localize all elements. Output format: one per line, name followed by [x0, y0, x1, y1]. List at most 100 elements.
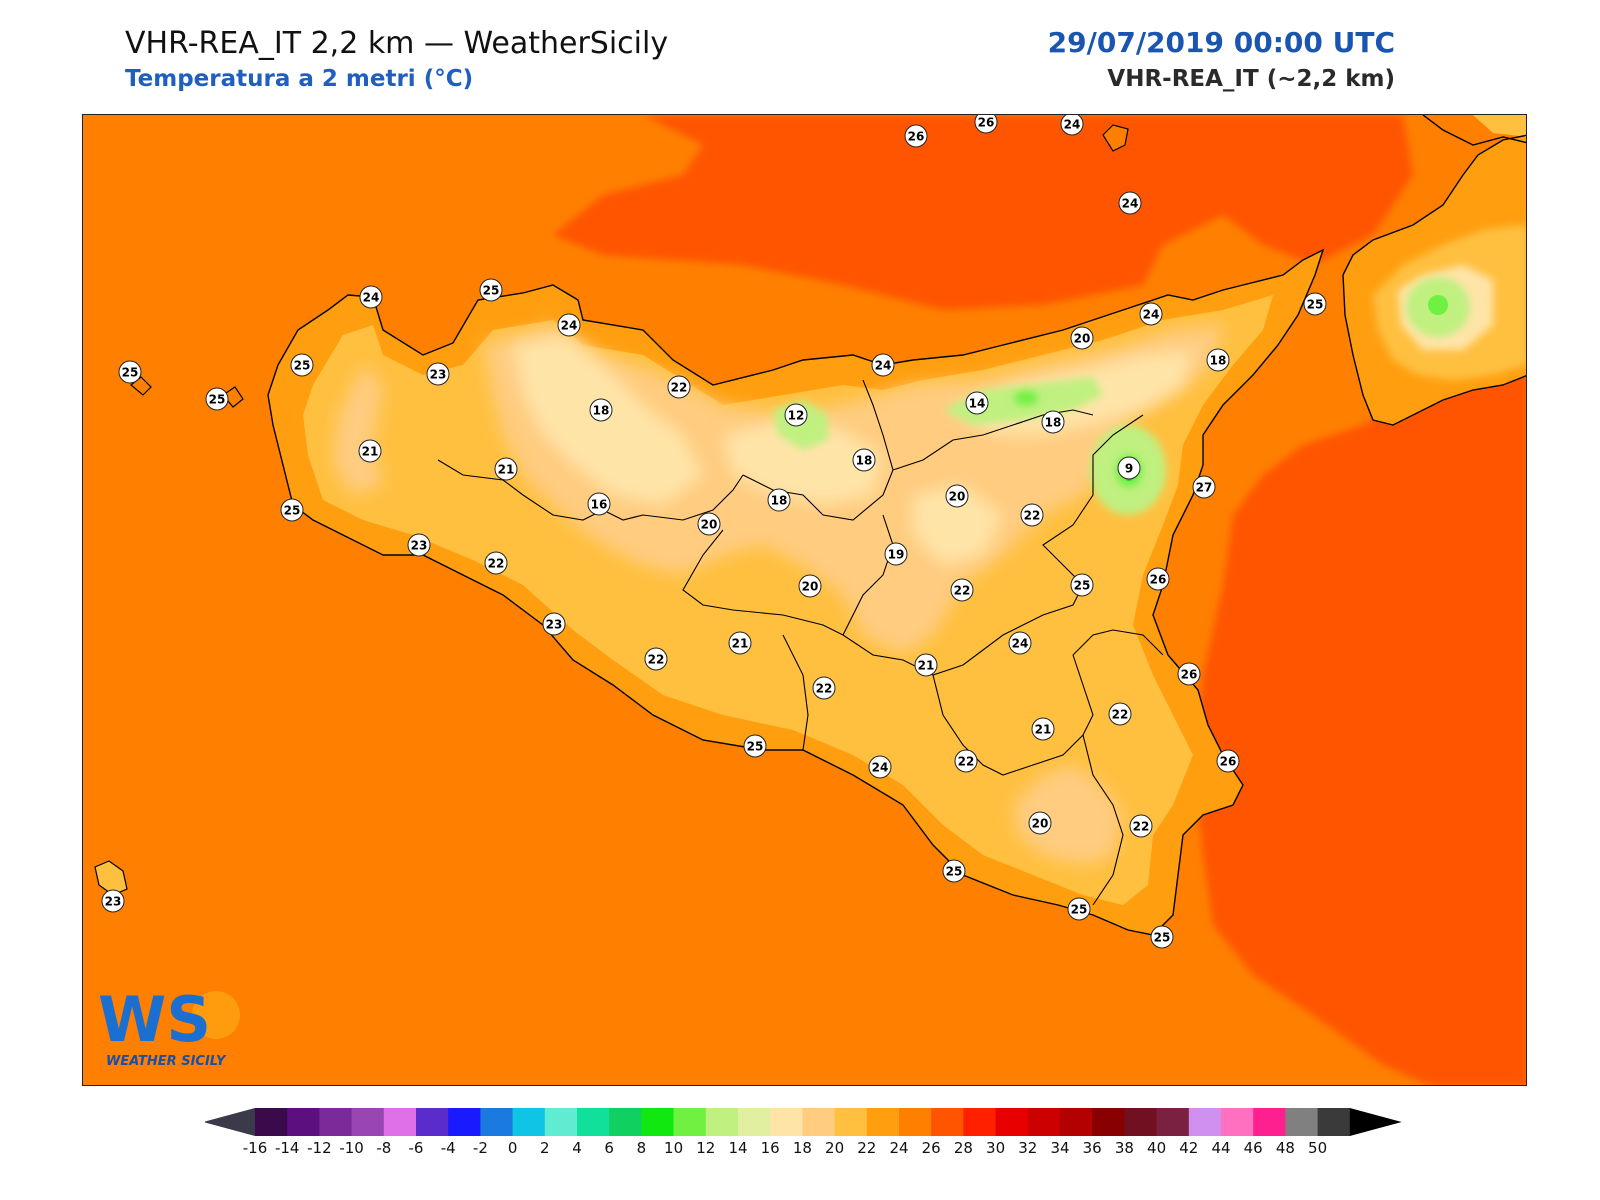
colorbar-tick-label: 26: [922, 1139, 941, 1157]
station-marker: 22: [1108, 702, 1132, 726]
colorbar-segment: [1124, 1108, 1158, 1136]
station-marker: 21: [914, 653, 938, 677]
colorbar-tick-label: -12: [307, 1139, 332, 1157]
station-circle: [728, 631, 752, 655]
station-value: 22: [648, 653, 665, 667]
station-value: 23: [411, 539, 428, 553]
station-marker: 20: [697, 512, 721, 536]
colorbar-segment: [738, 1108, 771, 1136]
colorbar-tick-label: -6: [409, 1139, 424, 1157]
colorbar-tick-label: 6: [604, 1139, 614, 1157]
station-circle: [479, 278, 503, 302]
station-circle: [484, 551, 508, 575]
station-value: 16: [591, 498, 608, 512]
station-circle: [1206, 348, 1230, 372]
station-marker: 24: [1118, 191, 1142, 215]
station-circle: [1020, 503, 1044, 527]
colorbar-segment: [383, 1108, 417, 1136]
colorbar-segment: [834, 1108, 868, 1136]
station-value: 25: [1154, 931, 1171, 945]
station-value: 25: [122, 366, 139, 380]
colorbar-tick-label: 36: [1083, 1139, 1102, 1157]
station-marker: 20: [1028, 811, 1052, 835]
colorbar-tick-label: 44: [1211, 1139, 1230, 1157]
station-circle: [950, 578, 974, 602]
station-circle: [1216, 749, 1240, 773]
station-value: 25: [1071, 903, 1088, 917]
chart-title: VHR-REA_IT 2,2 km — WeatherSicily: [125, 26, 669, 61]
station-marker: 25: [118, 360, 142, 384]
station-marker: 26: [1146, 567, 1170, 591]
station-circle: [1067, 897, 1091, 921]
station-marker: 19: [884, 542, 908, 566]
colorbar-tick-label: -10: [339, 1139, 364, 1157]
station-circle: [589, 398, 613, 422]
station-circle: [945, 484, 969, 508]
station-marker: 25: [280, 498, 304, 522]
station-circle: [644, 647, 668, 671]
station-circle: [697, 512, 721, 536]
colorbar-segment: [577, 1108, 610, 1136]
station-circle: [1117, 456, 1141, 480]
station-marker: 14: [965, 391, 989, 415]
station-circle: [1031, 717, 1055, 741]
colorbar-segment: [255, 1108, 288, 1136]
colorbar-segment: [319, 1108, 353, 1136]
station-value: 25: [946, 865, 963, 879]
station-circle: [407, 533, 431, 557]
colorbar-segment: [512, 1108, 546, 1136]
station-marker: 24: [1008, 631, 1032, 655]
station-circle: [1177, 662, 1201, 686]
station-circle: [358, 439, 382, 463]
station-marker: 22: [644, 647, 668, 671]
colorbar-tick-label: 32: [1018, 1139, 1037, 1157]
station-value: 14: [969, 397, 986, 411]
colorbar-segment: [416, 1108, 449, 1136]
station-circle: [784, 403, 808, 427]
station-marker: 18: [852, 448, 876, 472]
colorbar-segment: [544, 1108, 578, 1136]
colorbar-tick-label: 16: [761, 1139, 780, 1157]
colorbar-tick-label: -4: [441, 1139, 456, 1157]
colorbar-segment: [609, 1108, 642, 1136]
station-circle: [965, 391, 989, 415]
station-value: 21: [498, 463, 515, 477]
station-value: 18: [593, 404, 610, 418]
station-circle: [868, 755, 892, 779]
islands: [94, 124, 1129, 896]
station-marker: 23: [426, 362, 450, 386]
station-value: 25: [284, 504, 301, 518]
station-value: 23: [546, 618, 563, 632]
station-marker: 18: [1206, 348, 1230, 372]
station-value: 22: [488, 557, 505, 571]
station-marker: 24: [359, 285, 383, 309]
station-marker: 16: [587, 492, 611, 516]
station-value: 26: [1150, 573, 1167, 587]
station-marker: 21: [728, 631, 752, 655]
station-circle: [904, 124, 928, 148]
station-circle: [914, 653, 938, 677]
colorbar-tick-label: 8: [637, 1139, 647, 1157]
station-value: 22: [816, 682, 833, 696]
station-value: 18: [856, 454, 873, 468]
station-circle: [743, 734, 767, 758]
colorbar-tick-label: -16: [243, 1139, 268, 1157]
colorbar-segment: [448, 1108, 481, 1136]
colorbar-tick-label: 40: [1147, 1139, 1166, 1157]
station-circle: [767, 488, 791, 512]
station-value: 25: [1074, 579, 1091, 593]
station-value: 23: [430, 368, 447, 382]
station-marker: 25: [942, 859, 966, 883]
station-circle: [884, 542, 908, 566]
colorbar-segment: [641, 1108, 675, 1136]
calabria-land: [1343, 115, 1526, 425]
colorbar-tick-label: 2: [540, 1139, 550, 1157]
station-circle: [1070, 326, 1094, 350]
station-circle: [852, 448, 876, 472]
station-value: 24: [875, 359, 892, 373]
warm-zones-26-28: [553, 115, 1526, 1085]
station-value: 9: [1125, 462, 1133, 476]
station-marker: 25: [290, 353, 314, 377]
station-marker: 25: [479, 278, 503, 302]
station-marker: 22: [954, 749, 978, 773]
